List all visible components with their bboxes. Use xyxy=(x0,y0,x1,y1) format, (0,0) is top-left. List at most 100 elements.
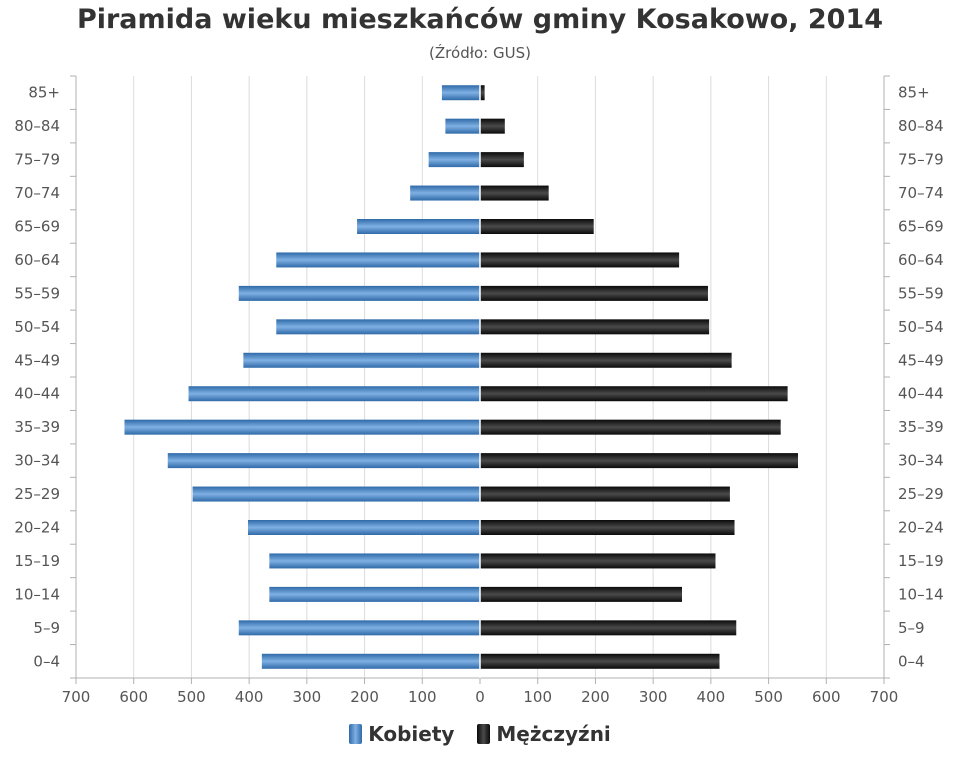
x-tick-label: 700 xyxy=(870,688,899,706)
y-tick-label-right: 30–34 xyxy=(898,452,944,470)
bar-female[interactable] xyxy=(238,285,480,301)
bar-male[interactable] xyxy=(480,553,716,569)
tick-labels: 700 600 500 400 300 200 100 0 100 200 300 400 500 600… xyxy=(14,84,943,706)
x-tick-label: 500 xyxy=(754,688,783,706)
y-tick-label-left: 75–79 xyxy=(14,151,60,169)
x-tick-label: 100 xyxy=(408,688,437,706)
bar-female[interactable] xyxy=(192,486,480,502)
bar-male[interactable] xyxy=(480,453,799,469)
y-tick-label-left: 0–4 xyxy=(33,652,60,670)
bar-male[interactable] xyxy=(480,386,788,402)
legend-label-male: Mężczyźni xyxy=(496,722,611,746)
legend-label-female: Kobiety xyxy=(368,722,455,746)
bar-male[interactable] xyxy=(480,620,737,636)
y-tick-label-right: 35–39 xyxy=(898,418,944,436)
y-tick-label-left: 40–44 xyxy=(14,385,60,403)
legend-item-male[interactable]: Mężczyźni xyxy=(477,722,611,746)
y-tick-label-right: 45–49 xyxy=(898,351,944,369)
bar-female[interactable] xyxy=(445,118,480,134)
y-tick-label-left: 70–74 xyxy=(14,184,60,202)
bar-male[interactable] xyxy=(480,285,708,301)
bars xyxy=(124,76,799,678)
y-tick-label-right: 20–24 xyxy=(898,519,944,537)
chart-subtitle: (Źródło: GUS) xyxy=(429,44,531,62)
bar-female[interactable] xyxy=(410,185,480,201)
bar-male[interactable] xyxy=(480,219,594,234)
bar-male[interactable] xyxy=(480,252,680,268)
bar-female[interactable] xyxy=(243,352,480,368)
bar-female[interactable] xyxy=(276,252,480,268)
x-tick-label: 200 xyxy=(581,688,610,706)
x-tick-label: 100 xyxy=(523,688,552,706)
y-tick-label-right: 80–84 xyxy=(898,117,944,135)
bar-female[interactable] xyxy=(247,520,480,535)
bar-male[interactable] xyxy=(480,85,485,101)
y-tick-label-right: 40–44 xyxy=(898,385,944,403)
y-tick-label-left: 35–39 xyxy=(14,418,60,436)
y-tick-label-right: 70–74 xyxy=(898,184,944,202)
y-tick-label-right: 65–69 xyxy=(898,218,944,236)
y-tick-label-right: 50–54 xyxy=(898,318,944,336)
bar-female[interactable] xyxy=(269,553,480,569)
y-tick-label-right: 0–4 xyxy=(898,652,925,670)
y-tick-label-right: 5–9 xyxy=(898,619,925,637)
bar-female[interactable] xyxy=(441,85,480,101)
bar-female[interactable] xyxy=(428,152,480,168)
legend: Kobiety Mężczyźni xyxy=(0,722,960,749)
bar-male[interactable] xyxy=(480,520,735,535)
legend-swatch-male xyxy=(477,724,491,744)
bar-female[interactable] xyxy=(124,419,480,435)
bar-female[interactable] xyxy=(167,453,480,469)
y-tick-label-left: 85+ xyxy=(28,84,60,102)
x-tick-label: 200 xyxy=(350,688,379,706)
bar-female[interactable] xyxy=(276,319,480,335)
bar-male[interactable] xyxy=(480,118,505,134)
bar-female[interactable] xyxy=(238,620,480,636)
x-tick-label: 400 xyxy=(697,688,726,706)
x-tick-label: 300 xyxy=(293,688,322,706)
x-tick-label: 600 xyxy=(119,688,148,706)
bar-male[interactable] xyxy=(480,486,730,502)
y-tick-label-left: 25–29 xyxy=(14,485,60,503)
y-tick-label-left: 55–59 xyxy=(14,284,60,302)
y-tick-label-left: 5–9 xyxy=(33,619,60,637)
y-tick-label-left: 60–64 xyxy=(14,251,60,269)
y-tick-label-right: 15–19 xyxy=(898,552,944,570)
bar-male[interactable] xyxy=(480,185,549,201)
bar-female[interactable] xyxy=(188,386,481,402)
bar-male[interactable] xyxy=(480,419,781,435)
y-tick-label-left: 80–84 xyxy=(14,117,60,135)
bar-male[interactable] xyxy=(480,152,524,168)
bar-male[interactable] xyxy=(480,653,720,669)
bar-male[interactable] xyxy=(480,319,710,335)
legend-item-female[interactable]: Kobiety xyxy=(349,722,454,746)
x-tick-label: 600 xyxy=(812,688,841,706)
axes xyxy=(70,75,890,684)
y-tick-label-right: 85+ xyxy=(898,84,930,102)
y-tick-label-left: 50–54 xyxy=(14,318,60,336)
y-tick-label-left: 45–49 xyxy=(14,351,60,369)
x-tick-label: 400 xyxy=(235,688,264,706)
x-tick-label: 300 xyxy=(639,688,668,706)
x-tick-label: 0 xyxy=(475,688,485,706)
y-tick-label-left: 20–24 xyxy=(14,519,60,537)
y-tick-label-left: 15–19 xyxy=(14,552,60,570)
y-tick-label-right: 60–64 xyxy=(898,251,944,269)
legend-swatch-female xyxy=(349,724,363,744)
bar-female[interactable] xyxy=(269,586,480,602)
bar-female[interactable] xyxy=(357,219,480,234)
bar-male[interactable] xyxy=(480,352,732,368)
bar-male[interactable] xyxy=(480,586,682,602)
bar-female[interactable] xyxy=(261,653,480,669)
y-tick-label-right: 10–14 xyxy=(898,585,944,603)
y-tick-label-left: 10–14 xyxy=(14,585,60,603)
y-tick-label-left: 30–34 xyxy=(14,452,60,470)
y-tick-label-right: 55–59 xyxy=(898,284,944,302)
y-tick-label-right: 25–29 xyxy=(898,485,944,503)
y-tick-label-left: 65–69 xyxy=(14,218,60,236)
x-tick-label: 700 xyxy=(62,688,91,706)
x-tick-label: 500 xyxy=(177,688,206,706)
chart-title: Piramida wieku mieszkańców gminy Kosakow… xyxy=(76,4,884,35)
y-tick-label-right: 75–79 xyxy=(898,151,944,169)
